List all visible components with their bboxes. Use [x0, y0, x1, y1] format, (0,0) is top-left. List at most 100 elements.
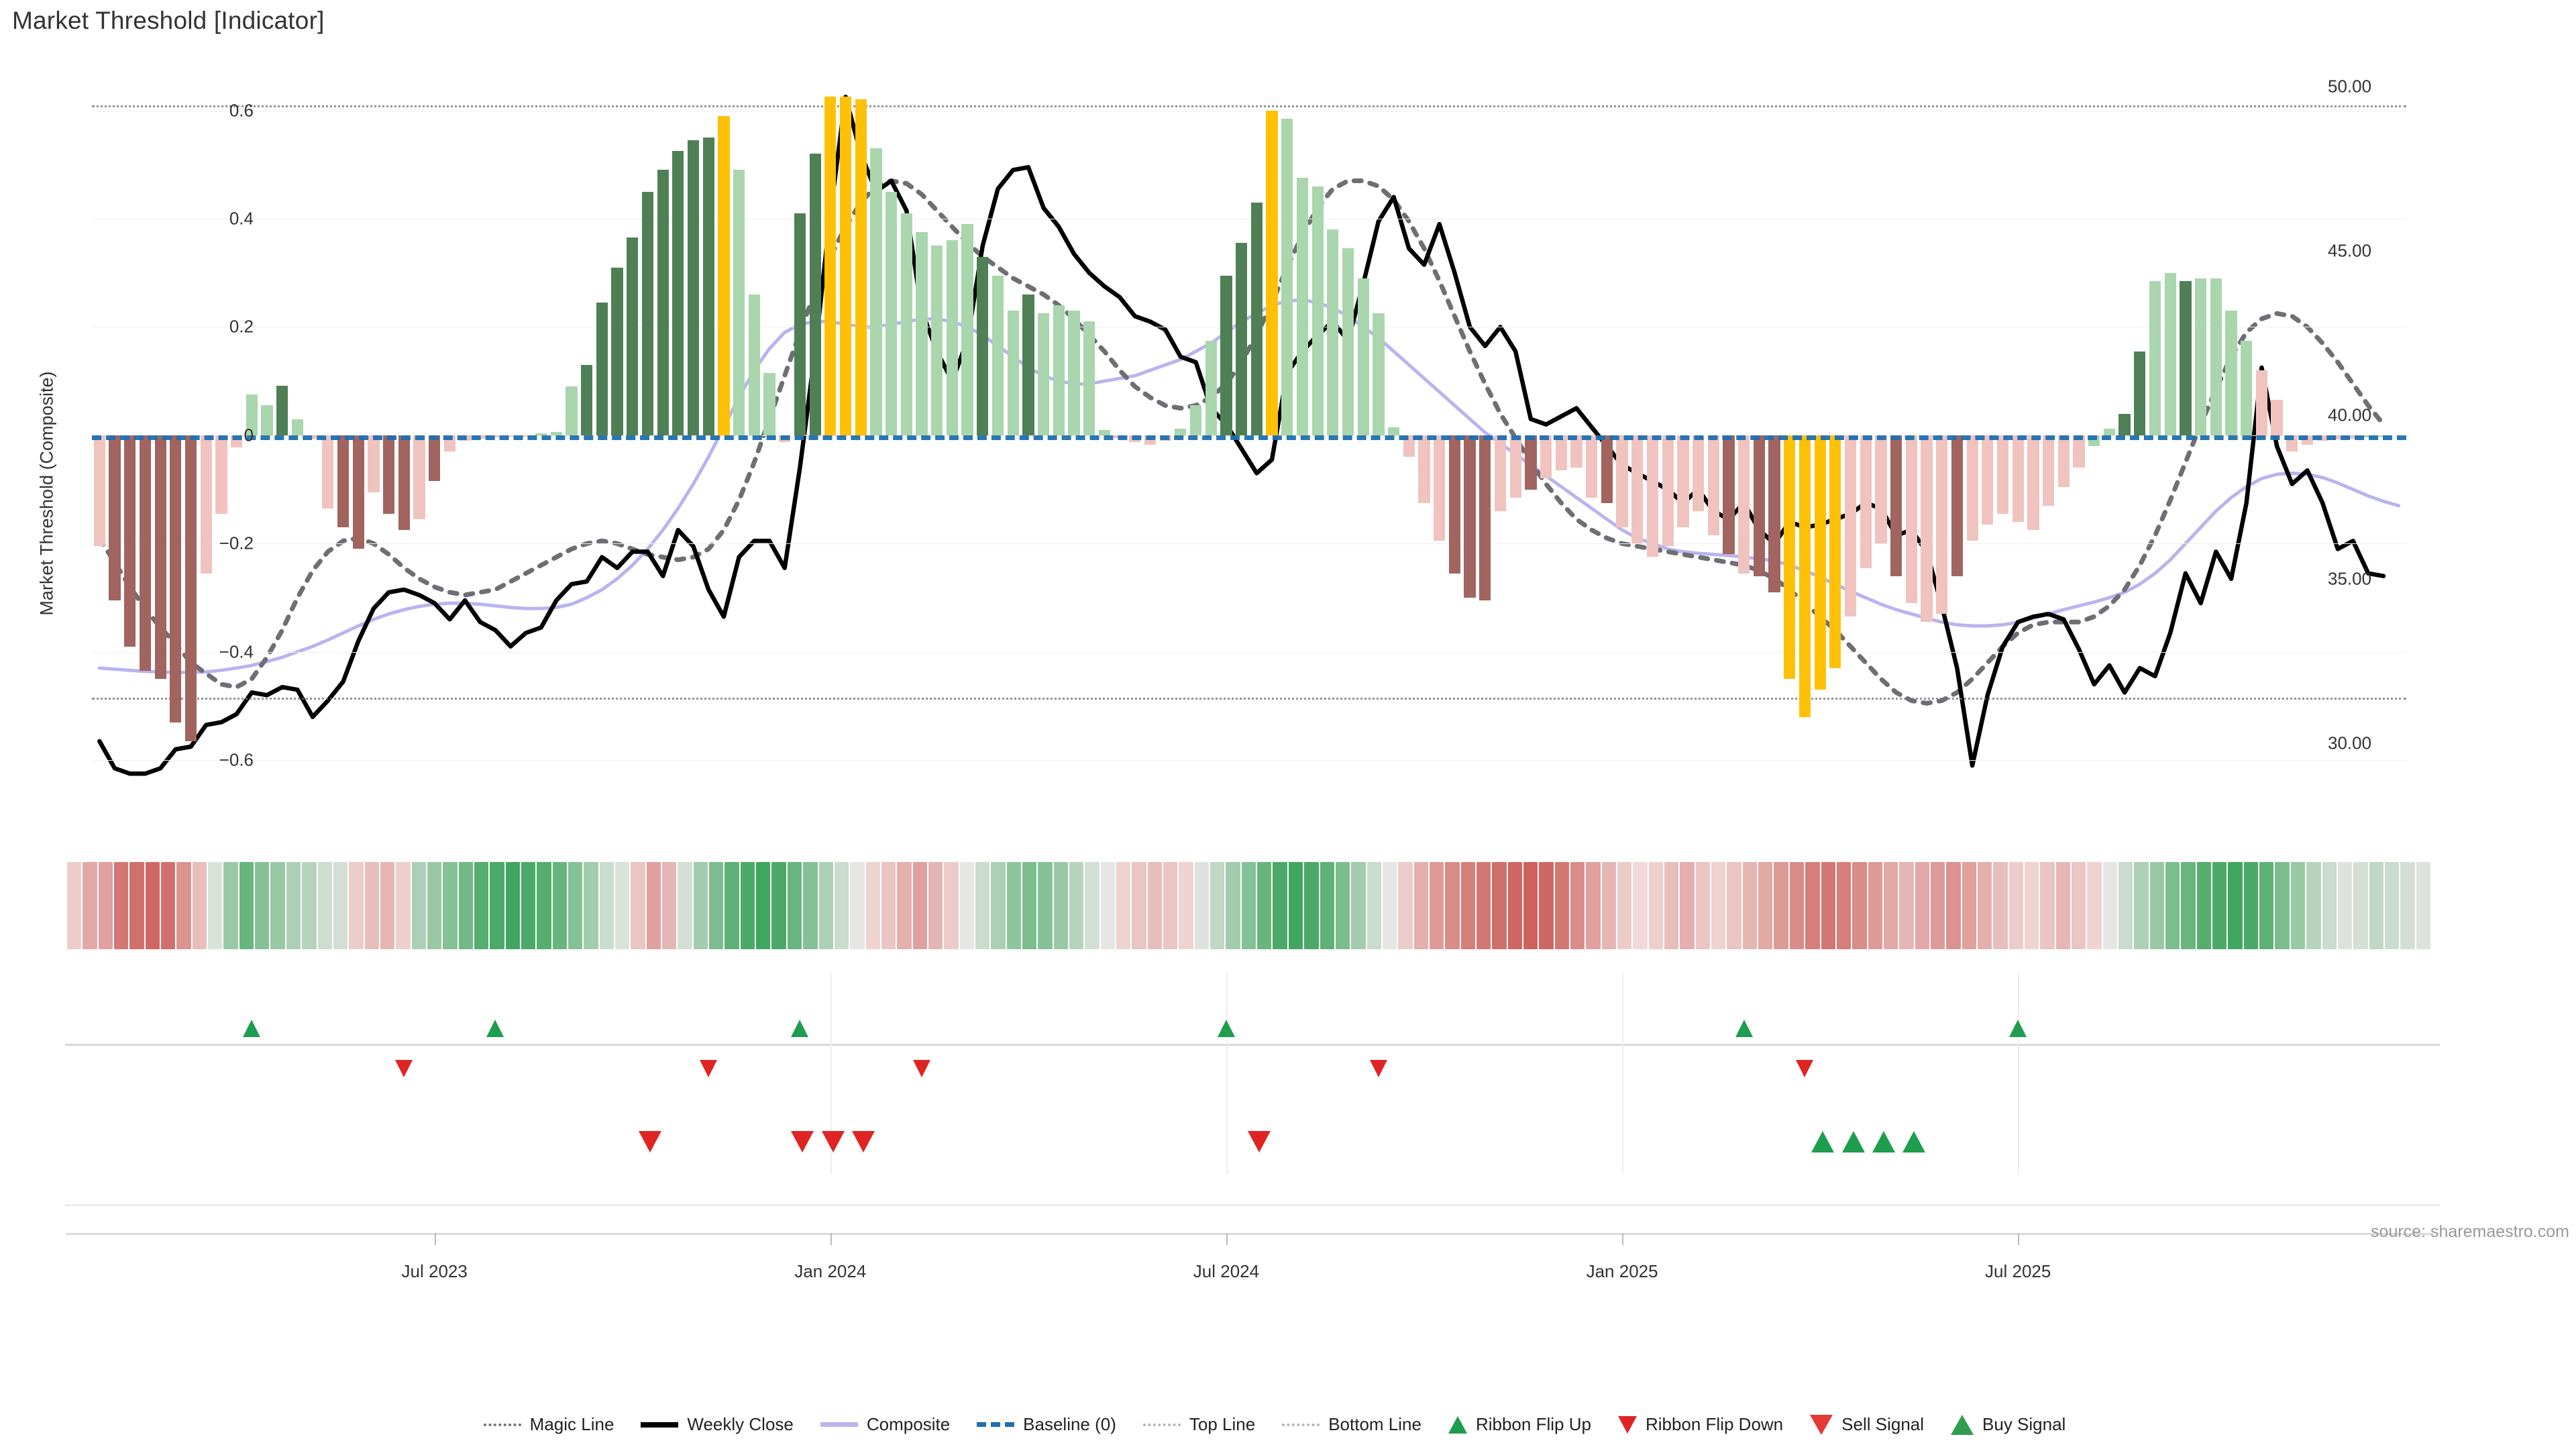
ribbon-cell	[286, 862, 301, 949]
ribbon-cell	[223, 862, 238, 949]
ribbon-cell	[176, 862, 191, 949]
composite-bar	[1022, 294, 1034, 435]
composite-bar	[1966, 435, 1978, 541]
composite-bar	[627, 237, 639, 435]
composite-bar	[794, 213, 806, 435]
composite-bar	[2012, 435, 2024, 522]
ribbon-flip-down-marker	[1369, 1060, 1387, 1077]
legend-label: Composite	[866, 1414, 951, 1434]
ribbon-strip	[67, 862, 2432, 949]
legend-item[interactable]: Sell Signal	[1810, 1414, 1924, 1435]
ribbon-cell	[1930, 862, 1945, 949]
weekly-close-line	[97, 95, 2386, 776]
composite-bar	[916, 232, 928, 435]
ribbon-cell	[208, 862, 223, 949]
ribbon-flip-up-marker	[1217, 1020, 1235, 1037]
y-tick-right: 50.00	[2328, 76, 2372, 97]
ribbon-cell	[2212, 862, 2227, 949]
composite-bar	[1311, 186, 1324, 435]
y-tick-right: 45.00	[2328, 240, 2372, 261]
legend-item[interactable]: Weekly Close	[641, 1414, 794, 1435]
legend-item[interactable]: Magic Line	[483, 1414, 614, 1435]
ribbon-cell	[2369, 862, 2383, 949]
ribbon-cell	[1977, 862, 1992, 949]
legend-label: Buy Signal	[1982, 1414, 2066, 1434]
composite-bar	[2180, 280, 2192, 435]
ribbon-cell	[1586, 862, 1601, 949]
ribbon-flip-up-marker	[2009, 1020, 2027, 1037]
y-tick-left: −0.2	[219, 533, 254, 553]
composite-bar	[1083, 321, 1095, 435]
line-swatch-icon	[977, 1422, 1015, 1427]
legend-item[interactable]: Top Line	[1142, 1414, 1255, 1435]
ribbon-cell	[787, 862, 802, 949]
ribbon-cell	[364, 862, 379, 949]
composite-bar	[322, 435, 334, 508]
line-swatch-icon	[483, 1423, 521, 1426]
composite-bar	[718, 115, 730, 435]
composite-bar	[429, 435, 441, 482]
ribbon-cell	[1507, 862, 1522, 949]
sell-signal-marker	[821, 1131, 845, 1152]
ribbon-cell	[1523, 862, 1538, 949]
composite-bar	[2255, 370, 2267, 435]
composite-bar	[1982, 435, 1994, 525]
composite-bar	[93, 435, 105, 547]
composite-bar	[398, 435, 410, 531]
legend-label: Ribbon Flip Up	[1475, 1414, 1591, 1434]
ribbon-cell	[1085, 862, 1099, 949]
legend-item[interactable]: Baseline (0)	[977, 1414, 1116, 1435]
ribbon-cell	[2322, 862, 2337, 949]
ribbon-cell	[678, 862, 692, 949]
ribbon-cell	[724, 862, 739, 949]
composite-bar	[581, 364, 593, 435]
buy-signal-marker	[1811, 1131, 1835, 1152]
chart-plot-area	[92, 67, 2406, 825]
composite-bar	[2225, 311, 2237, 435]
legend-item[interactable]: Buy Signal	[1951, 1414, 2065, 1435]
ribbon-cell	[1366, 862, 1381, 949]
ribbon-cell	[270, 862, 285, 949]
ribbon-cell	[2024, 862, 2039, 949]
ribbon-cell	[2181, 862, 2196, 949]
legend-item[interactable]: Composite	[820, 1414, 950, 1435]
ribbon-cell	[803, 862, 818, 949]
composite-bar	[124, 435, 136, 647]
ribbon-cell	[1273, 862, 1287, 949]
ribbon-cell	[161, 862, 176, 949]
legend-label: Ribbon Flip Down	[1645, 1414, 1784, 1434]
composite-bar	[824, 97, 837, 435]
marker-vertical-guide	[2018, 973, 2020, 1174]
x-tick-mark	[1622, 1233, 1624, 1245]
composite-bar	[641, 191, 654, 435]
composite-bar	[1296, 178, 1309, 435]
composite-bar	[1403, 435, 1415, 458]
composite-bar	[566, 386, 578, 435]
ribbon-cell	[1680, 862, 1695, 949]
ribbon-cell	[1821, 862, 1835, 949]
x-tick-mark	[434, 1233, 436, 1245]
legend-item[interactable]: Ribbon Flip Up	[1448, 1414, 1591, 1435]
composite-bar	[1601, 435, 1613, 503]
ribbon-cell	[67, 862, 82, 949]
line-swatch-icon	[1142, 1423, 1181, 1426]
ribbon-cell	[2102, 862, 2118, 949]
composite-bar	[977, 256, 989, 435]
legend-item[interactable]: Bottom Line	[1282, 1414, 1421, 1435]
legend-item[interactable]: Ribbon Flip Down	[1617, 1414, 1784, 1435]
composite-bar	[368, 435, 380, 492]
ribbon-cell	[1288, 862, 1303, 949]
composite-bar	[382, 435, 395, 514]
marker-lower-divider	[65, 1204, 2440, 1206]
x-tick-label: Jul 2024	[1193, 1261, 1260, 1281]
line-swatch-icon	[820, 1422, 858, 1427]
composite-bar	[839, 97, 852, 435]
ribbon-cell	[865, 862, 880, 949]
composite-bar	[733, 170, 745, 435]
composite-bar	[352, 435, 364, 549]
ribbon-cell	[2416, 862, 2430, 949]
ribbon-cell	[2118, 862, 2133, 949]
composite-bar	[1921, 435, 1933, 623]
ribbon-cell	[2400, 862, 2415, 949]
composite-bar	[1357, 278, 1369, 435]
